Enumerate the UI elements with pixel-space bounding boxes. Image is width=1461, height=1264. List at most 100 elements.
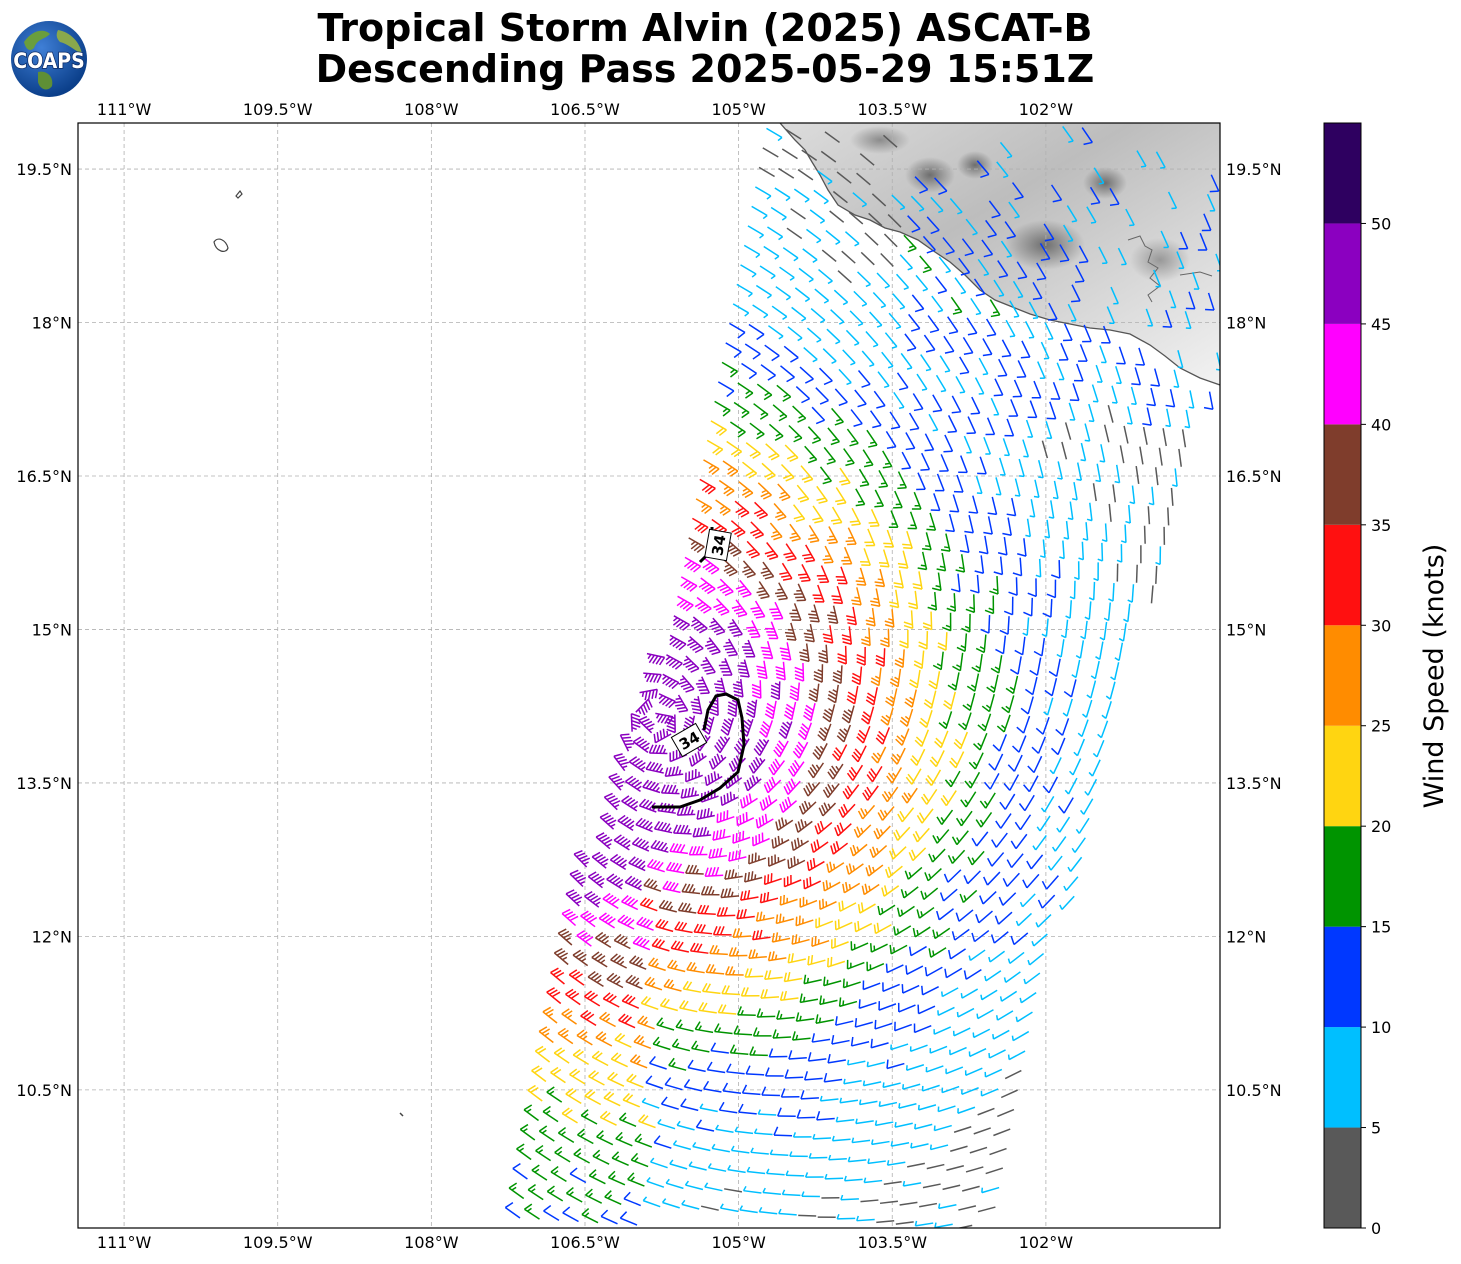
colorbar-bin	[1324, 926, 1361, 1028]
wind-barb	[783, 543, 797, 562]
lon-ticks-top: 111°W 109.5°W 108°W 106.5°W 105°W 103.5°W 102°…	[97, 100, 1073, 119]
wind-barb	[772, 404, 788, 422]
wind-barb	[908, 945, 927, 957]
wind-barb	[742, 1185, 762, 1194]
wind-barb	[764, 970, 783, 981]
wind-barb	[985, 219, 998, 238]
wind-barb	[753, 501, 769, 520]
wind-barb	[1055, 718, 1070, 736]
wind-barb	[710, 1042, 729, 1054]
wind-barb	[971, 929, 990, 943]
wind-barb	[1136, 150, 1147, 168]
wind-barb	[803, 1071, 823, 1081]
wind-barb	[990, 931, 1009, 944]
wind-barb	[732, 303, 750, 317]
wind-barb	[897, 471, 908, 490]
wind-barb	[874, 1120, 894, 1127]
wind-barb	[956, 1007, 975, 1018]
wind-barb	[1050, 184, 1063, 203]
wind-barb	[584, 890, 601, 908]
wind-barb	[818, 802, 837, 817]
wind-barb	[984, 595, 995, 615]
wind-barb	[898, 1103, 917, 1109]
wind-barb	[893, 391, 905, 410]
wind-barb	[621, 795, 639, 812]
wind-barb	[1063, 224, 1074, 243]
wind-barb	[720, 791, 739, 807]
wind-barb	[818, 367, 833, 386]
colorbar-tick-label: 0	[1371, 1219, 1381, 1238]
wind-barb	[970, 574, 980, 594]
wind-barb	[871, 193, 887, 207]
wind-barb	[1023, 972, 1041, 985]
wind-barb	[732, 830, 751, 844]
wind-barb	[1068, 402, 1076, 421]
wind-barb	[736, 908, 755, 920]
wind-barb	[737, 659, 750, 678]
wind-barb	[929, 1045, 948, 1054]
wind-barb	[792, 504, 806, 523]
wind-barb	[619, 733, 635, 752]
wind-barb	[845, 527, 857, 546]
wind-barb	[808, 524, 820, 543]
wind-barb	[1071, 284, 1081, 303]
wind-barb	[846, 428, 859, 447]
wind-barb	[1059, 244, 1070, 263]
wind-barb	[721, 361, 739, 378]
wind-barb	[1006, 853, 1024, 869]
wind-barb	[858, 1099, 878, 1106]
wind-barb	[534, 1045, 551, 1063]
wind-barb	[827, 605, 839, 624]
wind-barb	[576, 930, 594, 947]
wind-barb	[1108, 503, 1112, 522]
wind-barb	[1078, 344, 1088, 362]
wind-barb	[689, 942, 709, 954]
wind-barb	[899, 1201, 918, 1206]
wind-barb	[1008, 577, 1018, 596]
wind-barb	[755, 284, 772, 299]
wind-barb	[1037, 361, 1046, 379]
wind-barb	[595, 832, 613, 850]
wind-barb	[1019, 991, 1037, 1004]
wind-barb	[876, 1219, 895, 1224]
wind-barb	[709, 617, 726, 636]
wind-barb	[819, 1095, 839, 1102]
wind-barb	[929, 1144, 949, 1151]
wind-barb	[973, 732, 988, 751]
wind-barb	[1203, 391, 1214, 411]
wind-barb	[1116, 544, 1123, 563]
wind-barb	[1012, 557, 1023, 577]
wind-barb	[896, 905, 915, 918]
wind-barb	[858, 468, 870, 487]
contour-label-north: 34	[708, 533, 729, 557]
wind-barb	[1071, 837, 1086, 853]
wind-barb	[934, 276, 948, 294]
wind-barb	[613, 834, 631, 851]
wind-barb	[1184, 311, 1192, 330]
wind-barb	[912, 571, 923, 590]
wind-contour-34kt: 34 34	[652, 527, 746, 809]
wind-barb	[941, 612, 952, 632]
wind-barb	[572, 1048, 590, 1065]
title-line-2: Descending Pass 2025-05-29 15:51Z	[315, 47, 1095, 91]
wind-barb	[760, 989, 780, 999]
wind-barb	[749, 422, 765, 440]
wind-barb	[751, 680, 762, 699]
wind-barb	[905, 768, 922, 785]
wind-barb	[672, 824, 692, 835]
wind-barb	[726, 1063, 745, 1075]
wind-barb	[814, 820, 833, 835]
wind-barb	[807, 426, 822, 444]
wind-barb	[855, 1118, 874, 1125]
wind-barb	[814, 288, 830, 304]
wind-barb	[993, 1128, 1011, 1137]
wind-barb	[1056, 362, 1065, 381]
wind-barb	[999, 141, 1013, 159]
wind-barb	[891, 194, 906, 211]
wind-barb	[743, 775, 762, 792]
wind-barb	[648, 1055, 667, 1070]
wind-barb	[822, 783, 840, 799]
wind-barb	[848, 211, 864, 225]
wind-barb	[861, 350, 875, 367]
wind-barb	[749, 1046, 768, 1057]
